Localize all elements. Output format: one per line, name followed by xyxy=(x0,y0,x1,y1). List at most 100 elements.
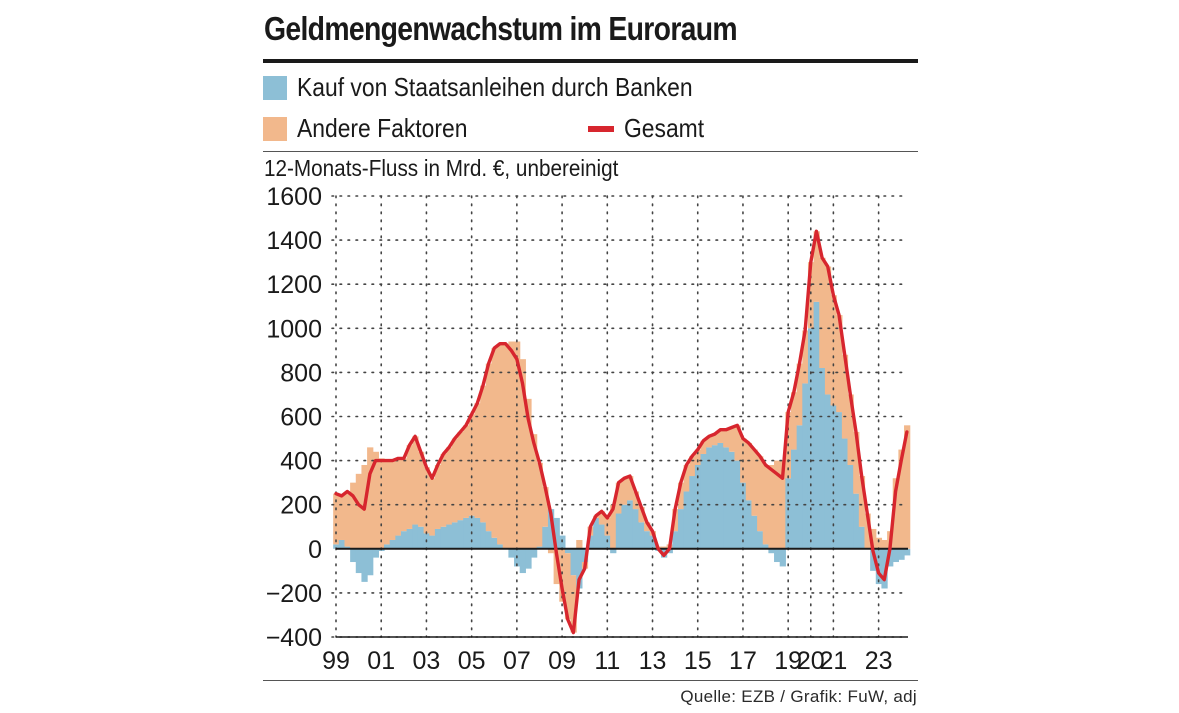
bar-other xyxy=(389,460,396,540)
bar-banks xyxy=(463,517,470,549)
bar-other xyxy=(367,447,374,549)
y-tick-label: 1400 xyxy=(266,227,322,255)
legend-item-other: Andere Faktoren xyxy=(263,113,491,144)
bar-other xyxy=(819,257,826,368)
bar-other xyxy=(745,442,753,501)
legend-label-banks: Kauf von Staatsanleihen durch Banken xyxy=(297,72,693,102)
x-tick-label: 21 xyxy=(819,647,847,675)
bar-other xyxy=(576,539,583,549)
bar-other xyxy=(836,315,843,413)
bar-banks xyxy=(875,548,883,585)
y-tick-label: 800 xyxy=(280,359,322,387)
x-tick-label: 19 xyxy=(774,647,802,675)
legend-label-other: Andere Faktoren xyxy=(297,113,468,143)
bar-other xyxy=(570,575,577,633)
bar-banks xyxy=(440,526,447,549)
bar-banks xyxy=(542,526,549,549)
bar-banks xyxy=(384,544,391,549)
bar-other xyxy=(689,456,696,477)
bar-other xyxy=(734,425,741,461)
bar-banks xyxy=(564,548,572,554)
bar-other xyxy=(717,429,724,443)
bar-other xyxy=(621,478,628,505)
bar-banks xyxy=(858,526,866,549)
bar-other xyxy=(598,511,606,525)
source-note: Quelle: EZB / Grafik: FuW, adj xyxy=(680,687,917,706)
y-tick-label: 1200 xyxy=(266,271,322,299)
x-tick-label: 20 xyxy=(797,647,825,675)
bar-banks xyxy=(395,535,402,549)
bar-other xyxy=(604,517,611,536)
bar-other xyxy=(429,478,436,536)
bar-other xyxy=(757,456,764,532)
bar-other xyxy=(796,363,803,426)
bar-banks xyxy=(774,548,781,563)
bar-banks xyxy=(887,548,894,567)
bar-banks xyxy=(525,548,532,569)
bar-banks xyxy=(547,509,555,549)
y-tick-label: −400 xyxy=(266,624,322,652)
bar-banks xyxy=(723,447,730,549)
bar-other xyxy=(355,473,363,549)
bar-other xyxy=(627,476,634,501)
title-rule xyxy=(263,59,918,63)
bar-banks xyxy=(593,517,600,549)
bar-other xyxy=(497,343,504,545)
bar-banks xyxy=(632,509,639,549)
bar-other xyxy=(463,425,470,518)
bar-other xyxy=(853,431,860,494)
bar-other xyxy=(779,460,786,549)
bar-banks xyxy=(791,449,798,549)
bar-banks xyxy=(706,447,713,549)
bar-banks xyxy=(485,531,493,549)
y-tick-label: 200 xyxy=(280,492,322,520)
bar-banks xyxy=(531,548,538,558)
bar-other xyxy=(395,458,402,536)
bar-other xyxy=(858,476,866,527)
bar-other xyxy=(564,553,572,620)
bar-banks xyxy=(694,465,702,549)
bar-other xyxy=(446,447,453,525)
bar-other xyxy=(751,449,758,516)
y-tick-label: 400 xyxy=(280,448,322,476)
bar-other xyxy=(807,262,815,329)
x-tick-label: 99 xyxy=(322,647,350,675)
x-tick-label: 01 xyxy=(367,647,395,675)
bar-other xyxy=(802,330,809,384)
x-tick-label: 07 xyxy=(503,647,531,675)
bar-banks xyxy=(361,548,368,582)
bar-banks xyxy=(333,544,340,549)
bar-other xyxy=(547,548,555,554)
bar-banks xyxy=(350,548,357,563)
bar-other xyxy=(728,427,736,452)
bar-banks xyxy=(638,522,645,549)
bar-banks xyxy=(389,539,396,549)
series-line-gesamt xyxy=(334,229,909,635)
bar-banks xyxy=(412,524,419,549)
bar-banks xyxy=(553,517,560,549)
bar-other xyxy=(672,509,679,532)
bar-other xyxy=(333,493,340,545)
bar-banks xyxy=(677,509,685,549)
bar-banks xyxy=(536,546,543,549)
bar-other xyxy=(700,440,707,454)
bar-other xyxy=(440,453,447,527)
legend-rule xyxy=(263,151,918,152)
legend-swatch-other xyxy=(263,116,287,141)
bar-banks xyxy=(406,528,413,549)
bar-other xyxy=(791,392,798,450)
legend-swatch-banks xyxy=(263,75,287,100)
bar-banks xyxy=(417,526,425,549)
bar-banks xyxy=(853,493,860,549)
bar-banks xyxy=(819,367,826,549)
bar-other xyxy=(491,348,498,538)
bar-other xyxy=(350,482,357,549)
bar-other xyxy=(644,522,651,532)
bar-other xyxy=(372,451,379,549)
x-tick-label: 11 xyxy=(594,647,620,675)
bar-banks xyxy=(836,412,843,549)
bar-banks xyxy=(610,548,617,554)
bar-banks xyxy=(796,425,803,549)
